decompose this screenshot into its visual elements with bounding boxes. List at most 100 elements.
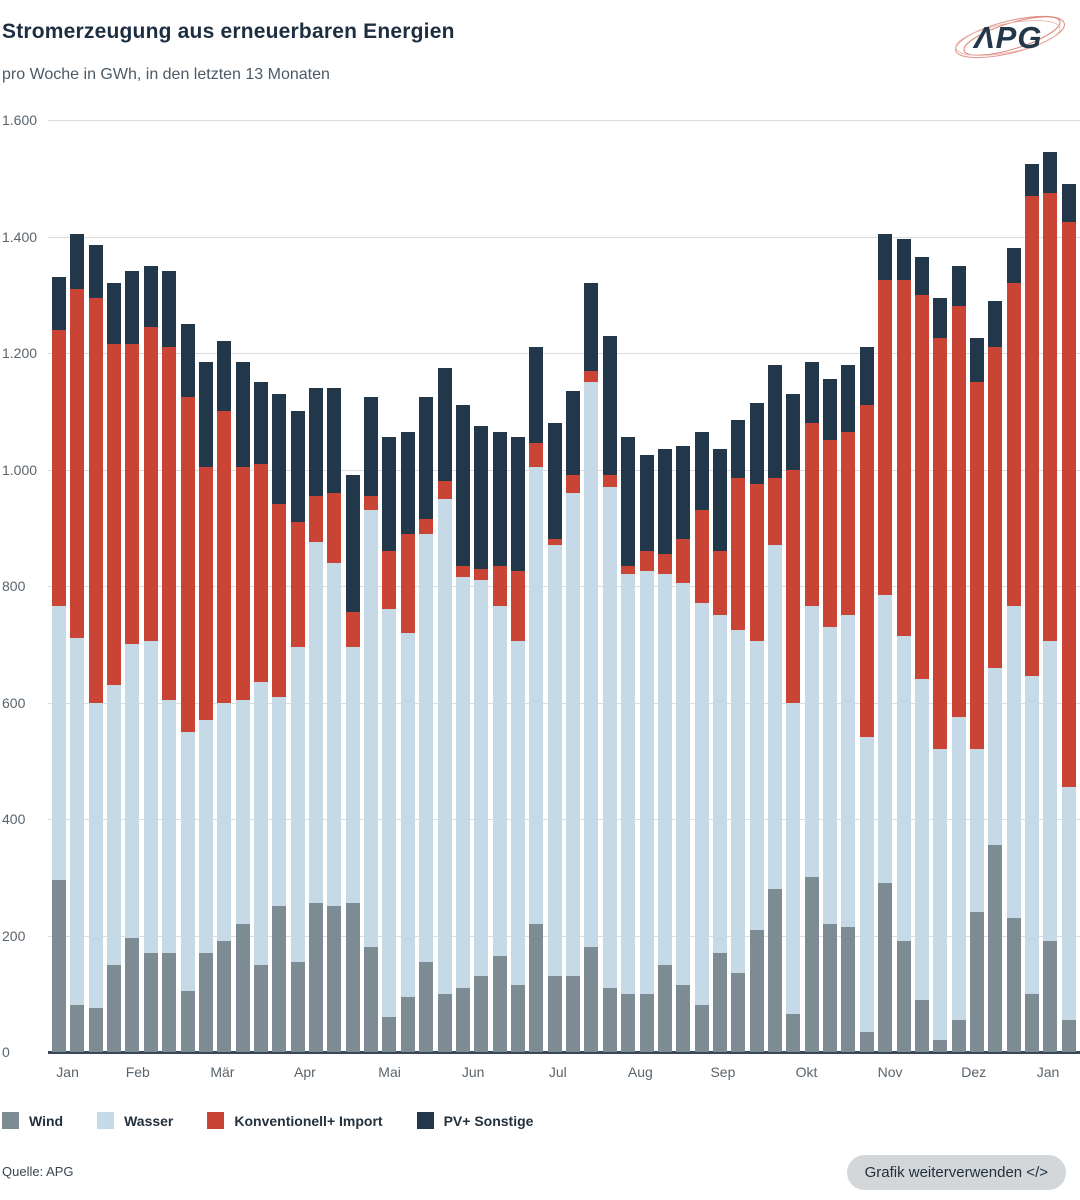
bar-segment-pv[interactable]: [914, 256, 929, 295]
bar-week-40[interactable]: [768, 364, 783, 1052]
legend-item-wasser[interactable]: Wasser: [97, 1112, 173, 1129]
bar-segment-wasser[interactable]: [566, 492, 581, 977]
bar-segment-pv[interactable]: [951, 265, 966, 307]
bar-week-3[interactable]: [88, 245, 103, 1052]
bar-week-17[interactable]: [345, 475, 360, 1052]
bar-segment-wasser[interactable]: [859, 737, 874, 1032]
bar-week-51[interactable]: [969, 338, 984, 1052]
bar-segment-wasser[interactable]: [1061, 786, 1076, 1020]
bar-segment-wind[interactable]: [749, 929, 764, 1052]
bar-segment-wasser[interactable]: [52, 606, 66, 881]
bar-segment-konventionell[interactable]: [786, 469, 801, 703]
bar-segment-pv[interactable]: [180, 323, 195, 397]
bar-segment-pv[interactable]: [198, 361, 213, 467]
bar-segment-wasser[interactable]: [272, 696, 287, 907]
bar-segment-wind[interactable]: [400, 996, 415, 1052]
bar-segment-wind[interactable]: [657, 964, 672, 1052]
bar-segment-konventionell[interactable]: [88, 297, 103, 703]
bar-segment-pv[interactable]: [510, 437, 525, 572]
bar-segment-wasser[interactable]: [309, 542, 324, 904]
bar-segment-wasser[interactable]: [841, 615, 856, 927]
bar-week-49[interactable]: [933, 297, 948, 1052]
bar-segment-wind[interactable]: [1025, 993, 1040, 1052]
bar-segment-konventionell[interactable]: [676, 539, 691, 584]
bar-segment-wind[interactable]: [107, 964, 122, 1052]
bar-segment-wasser[interactable]: [345, 647, 360, 904]
bar-segment-wind[interactable]: [88, 1008, 103, 1052]
bar-segment-wasser[interactable]: [198, 719, 213, 953]
bar-week-5[interactable]: [125, 271, 140, 1052]
bar-week-46[interactable]: [878, 233, 893, 1052]
bar-segment-wasser[interactable]: [235, 699, 250, 924]
bar-segment-konventionell[interactable]: [474, 568, 489, 581]
bar-segment-wind[interactable]: [492, 955, 507, 1052]
bar-week-41[interactable]: [786, 393, 801, 1052]
bar-segment-pv[interactable]: [676, 446, 691, 540]
bar-segment-konventionell[interactable]: [988, 347, 1003, 668]
bar-segment-konventionell[interactable]: [107, 344, 122, 686]
bar-week-38[interactable]: [731, 420, 746, 1052]
bar-segment-wasser[interactable]: [584, 382, 599, 948]
bar-week-30[interactable]: [584, 283, 599, 1052]
bar-segment-pv[interactable]: [474, 425, 489, 569]
bar-week-18[interactable]: [364, 396, 379, 1052]
bar-week-37[interactable]: [712, 449, 727, 1052]
bar-segment-wind[interactable]: [1043, 941, 1058, 1052]
bar-segment-konventionell[interactable]: [52, 329, 66, 607]
bar-segment-pv[interactable]: [859, 347, 874, 406]
bar-segment-wasser[interactable]: [823, 626, 838, 924]
bar-segment-konventionell[interactable]: [419, 519, 434, 534]
bar-segment-pv[interactable]: [786, 393, 801, 470]
bar-segment-wind[interactable]: [676, 985, 691, 1052]
legend-item-pv[interactable]: PV+ Sonstige: [416, 1112, 533, 1129]
bar-segment-wind[interactable]: [639, 993, 654, 1052]
bar-segment-wind[interactable]: [841, 926, 856, 1052]
bar-segment-konventionell[interactable]: [198, 466, 213, 720]
bar-week-29[interactable]: [566, 390, 581, 1052]
bar-segment-konventionell[interactable]: [731, 478, 746, 630]
bar-segment-konventionell[interactable]: [400, 533, 415, 633]
bar-segment-wind[interactable]: [988, 845, 1003, 1052]
bar-segment-wasser[interactable]: [455, 577, 470, 988]
bar-segment-wasser[interactable]: [951, 717, 966, 1020]
bar-week-16[interactable]: [327, 387, 342, 1052]
bar-segment-konventionell[interactable]: [547, 539, 562, 546]
bar-segment-konventionell[interactable]: [878, 280, 893, 595]
bar-segment-wasser[interactable]: [253, 682, 268, 965]
bar-segment-pv[interactable]: [731, 420, 746, 479]
bar-segment-konventionell[interactable]: [1025, 195, 1040, 677]
bar-segment-wind[interactable]: [309, 903, 324, 1052]
bar-segment-wasser[interactable]: [694, 603, 709, 1006]
bar-segment-wind[interactable]: [345, 903, 360, 1052]
bar-segment-wasser[interactable]: [749, 641, 764, 930]
bar-week-36[interactable]: [694, 431, 709, 1052]
bar-segment-konventionell[interactable]: [125, 344, 140, 645]
bar-segment-pv[interactable]: [694, 431, 709, 511]
bar-segment-pv[interactable]: [364, 396, 379, 496]
bar-segment-wind[interactable]: [621, 993, 636, 1052]
bar-segment-pv[interactable]: [878, 233, 893, 281]
bar-segment-konventionell[interactable]: [217, 411, 232, 703]
bar-segment-pv[interactable]: [88, 245, 103, 298]
bar-week-54[interactable]: [1025, 163, 1040, 1052]
bar-segment-wasser[interactable]: [933, 749, 948, 1041]
bar-segment-pv[interactable]: [290, 411, 305, 522]
bar-segment-wasser[interactable]: [969, 749, 984, 913]
bar-segment-pv[interactable]: [1043, 152, 1058, 193]
bar-segment-pv[interactable]: [621, 437, 636, 566]
bar-segment-wind[interactable]: [474, 976, 489, 1052]
bar-segment-wasser[interactable]: [364, 510, 379, 948]
bar-week-45[interactable]: [859, 347, 874, 1052]
bar-segment-pv[interactable]: [107, 283, 122, 345]
bar-segment-pv[interactable]: [841, 364, 856, 432]
bar-segment-wind[interactable]: [1006, 918, 1021, 1052]
bar-segment-konventionell[interactable]: [364, 495, 379, 511]
bar-segment-konventionell[interactable]: [1061, 221, 1076, 787]
bar-segment-konventionell[interactable]: [621, 565, 636, 575]
bar-segment-konventionell[interactable]: [969, 382, 984, 750]
bar-week-25[interactable]: [492, 431, 507, 1052]
bar-segment-wind[interactable]: [694, 1005, 709, 1052]
bar-segment-pv[interactable]: [933, 297, 948, 339]
bar-segment-wasser[interactable]: [88, 702, 103, 1009]
bar-segment-wind[interactable]: [731, 973, 746, 1052]
